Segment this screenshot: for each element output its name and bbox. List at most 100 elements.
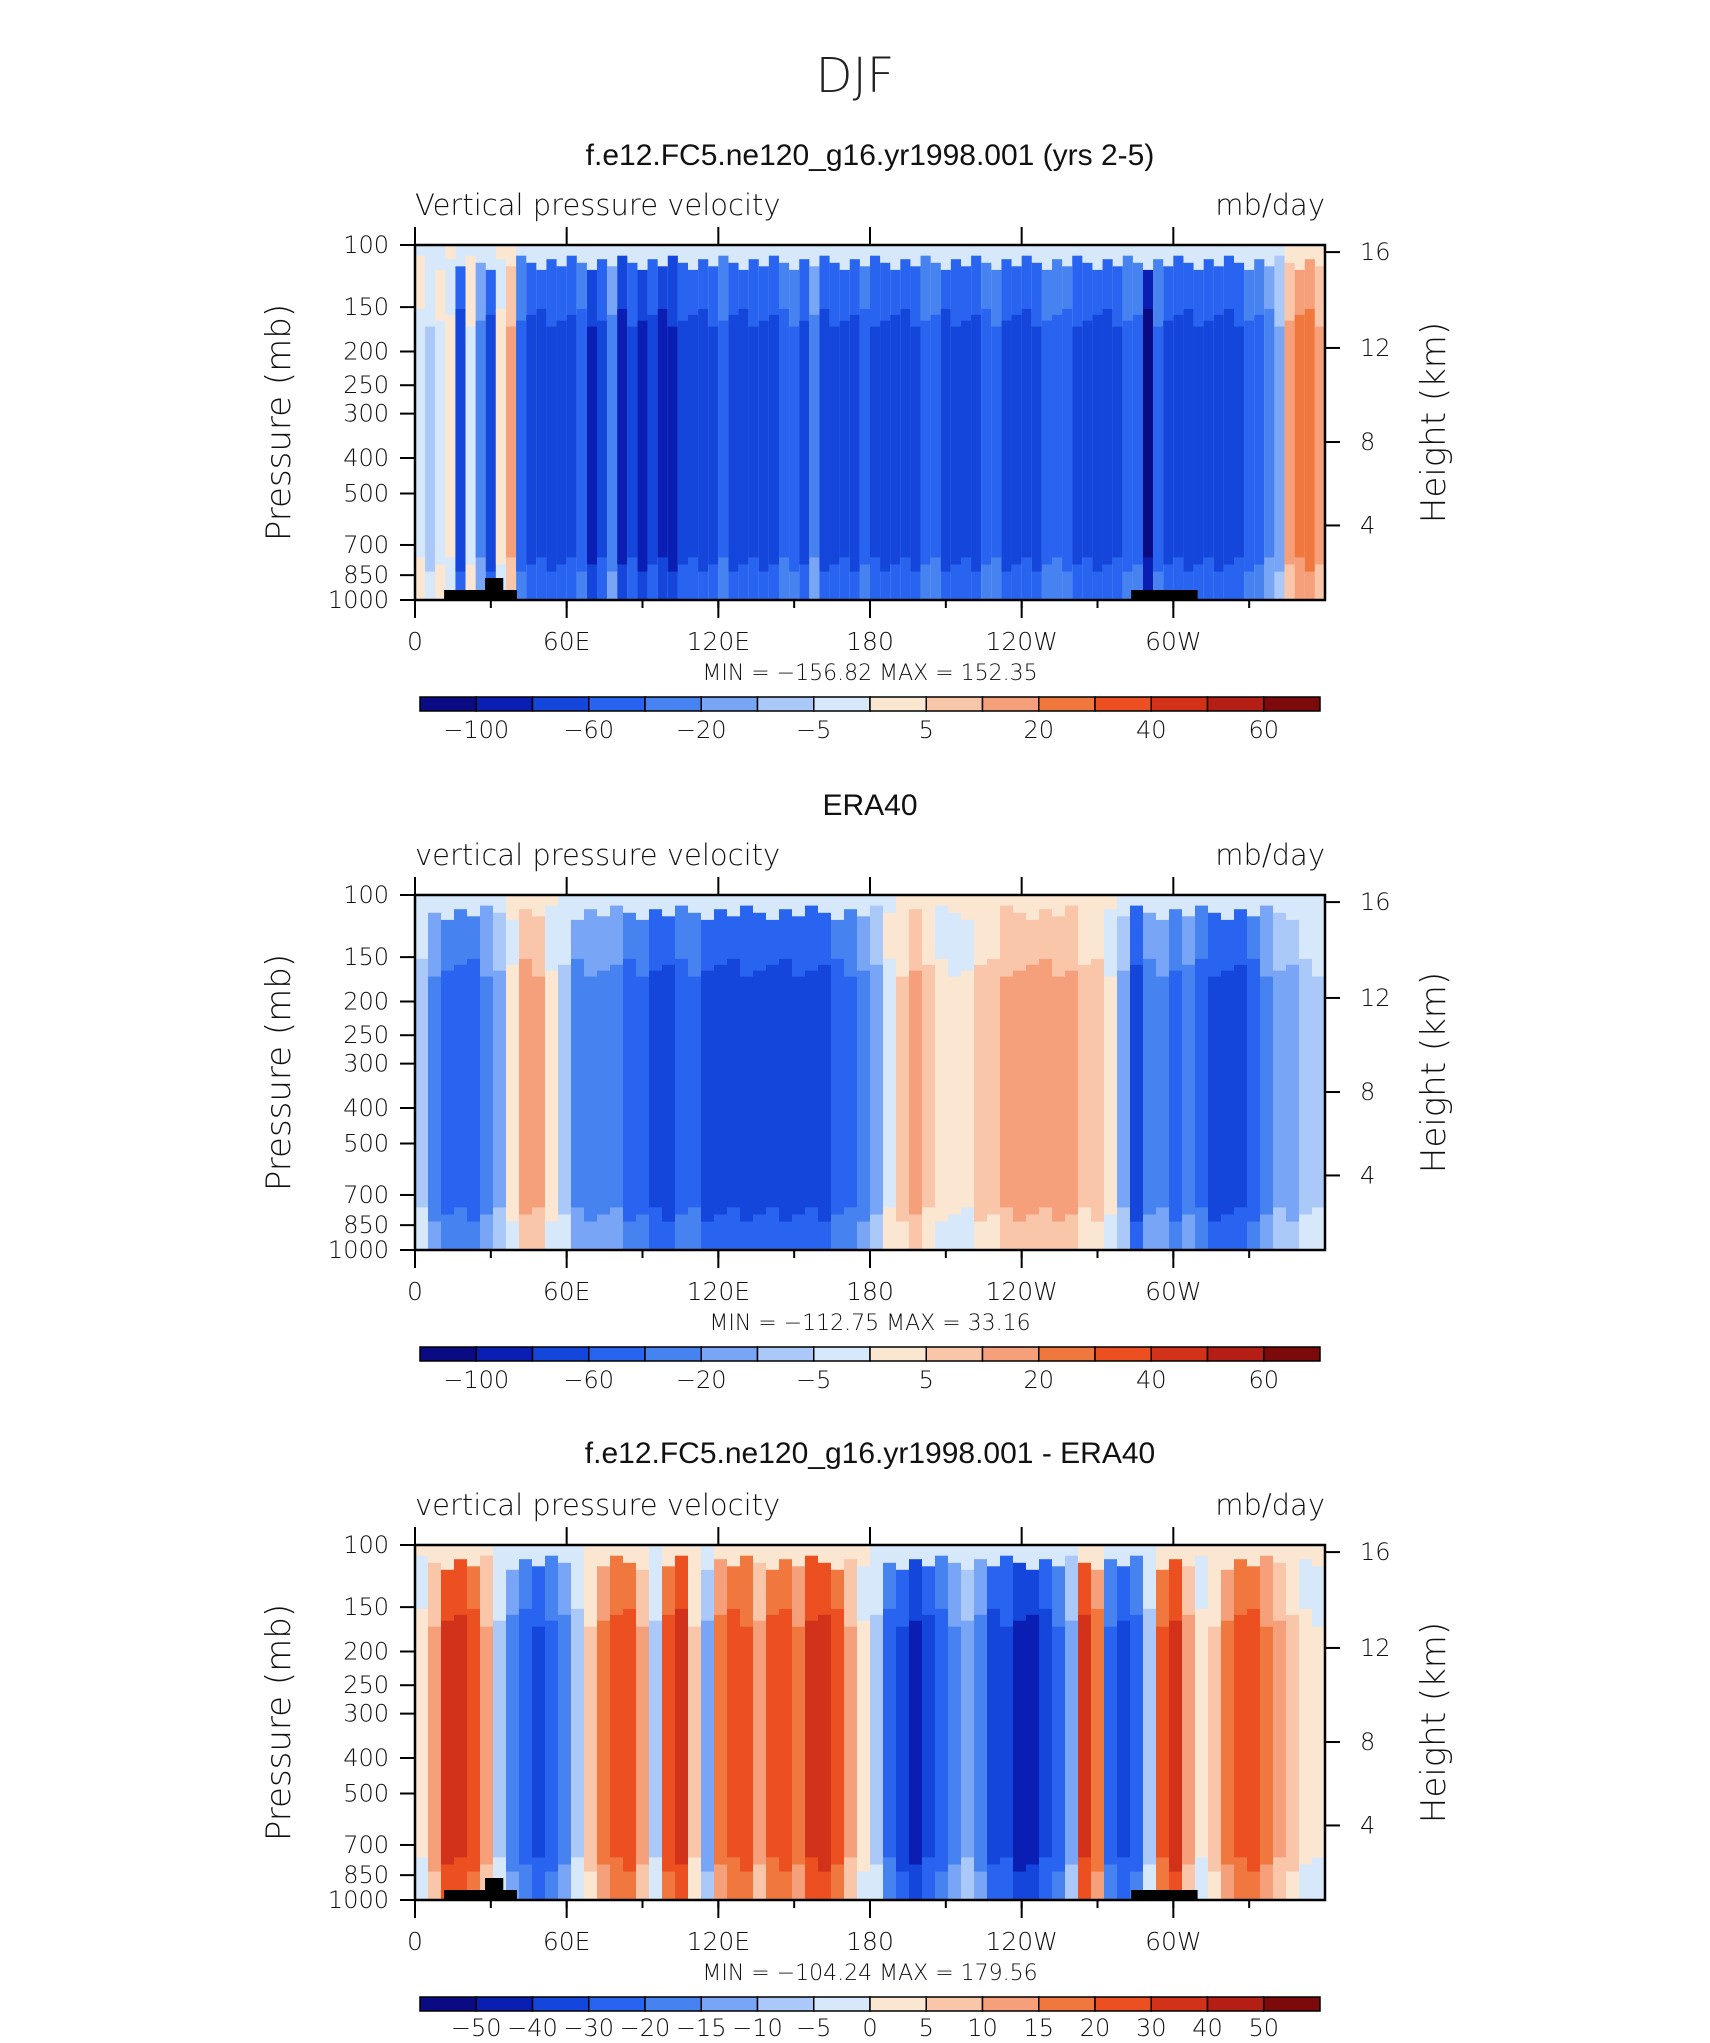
colorbar-box — [1263, 1996, 1321, 2012]
field-cell — [920, 320, 932, 565]
field-cell — [1122, 320, 1134, 572]
field-cell — [1052, 976, 1066, 1222]
field-cell — [506, 326, 517, 558]
x-tick-label: 60W — [1145, 1927, 1202, 1956]
field-cell — [779, 958, 793, 1222]
y-tick-label: 200 — [343, 338, 389, 366]
field-shading — [415, 895, 1326, 1251]
colorbar-box — [756, 696, 815, 712]
field-cell — [519, 1608, 533, 1865]
field-cell — [617, 308, 628, 565]
field-cell — [576, 308, 588, 572]
colorbar-label: −20 — [676, 1366, 727, 1394]
y2-axis-label: Height (km) — [1414, 1622, 1454, 1823]
y-tick-label: 400 — [343, 444, 389, 472]
y2-tick-label: 16 — [1360, 1538, 1391, 1566]
field-cell — [627, 326, 639, 558]
field-cell — [1143, 1608, 1157, 1865]
field-cell — [1314, 326, 1326, 565]
field-cell — [1082, 320, 1094, 558]
colorbar-box — [531, 696, 590, 712]
field-cell — [728, 314, 740, 572]
colorbar-box — [813, 696, 871, 712]
colorbar-box — [1263, 1346, 1321, 1362]
field-cell — [809, 314, 821, 558]
x-tick-label: 180 — [846, 1927, 894, 1956]
y2-tick-label: 12 — [1360, 334, 1391, 362]
panel-1: f.e12.FC5.ne120_g16.yr1998.001 (yrs 2-5)… — [259, 139, 1454, 744]
field-cell — [981, 308, 992, 565]
y-tick-label: 250 — [343, 1021, 389, 1049]
field-cell — [1234, 326, 1245, 558]
field-cell — [610, 964, 624, 1208]
y-tick-label: 500 — [343, 1780, 389, 1808]
field-cell — [1254, 314, 1265, 565]
field-cell — [849, 314, 861, 572]
field-cell — [1001, 320, 1013, 572]
colorbar-box — [644, 696, 702, 712]
colorbar-box — [869, 1346, 927, 1362]
colorbar-label: 40 — [1136, 716, 1167, 744]
colorbar-box — [531, 1996, 590, 2012]
colorbar-label: −5 — [796, 1366, 831, 1394]
field-cell — [748, 326, 760, 558]
field-cell — [1011, 314, 1023, 565]
y-tick-label: 400 — [343, 1744, 389, 1772]
y-tick-label: 500 — [343, 1130, 389, 1158]
y2-tick-label: 4 — [1360, 511, 1375, 539]
field-cell — [930, 314, 942, 558]
colorbar-box — [869, 696, 927, 712]
field-cell — [789, 326, 800, 572]
field-cell — [475, 320, 487, 558]
y-tick-label: 850 — [343, 1211, 389, 1239]
field-cell — [714, 964, 728, 1215]
x-tick-label: 60E — [543, 1927, 591, 1956]
field-cell — [880, 320, 891, 572]
field-cell — [1213, 314, 1225, 572]
field-cell — [1130, 1614, 1144, 1872]
colorbar-box — [1038, 1346, 1096, 1362]
field-cell — [636, 1626, 650, 1865]
topography-mask — [444, 1890, 517, 1900]
field-cell — [688, 976, 702, 1208]
x-tick-label: 0 — [407, 1927, 423, 1956]
field-cell — [1065, 970, 1079, 1215]
y-tick-label: 1000 — [328, 1886, 389, 1914]
field-cell — [675, 1608, 689, 1865]
field-cell — [647, 314, 659, 565]
field-shading — [415, 245, 1326, 601]
field-cell — [727, 958, 741, 1208]
field-cell — [1182, 964, 1196, 1215]
field-cell — [688, 314, 699, 558]
field-cell — [950, 326, 962, 565]
field-cell — [571, 1608, 585, 1858]
field-cell — [779, 308, 790, 558]
field-cell — [428, 1626, 442, 1872]
colorbar-label: −50 — [451, 2014, 502, 2038]
topography-mask — [444, 590, 517, 600]
field-cell — [1000, 1626, 1014, 1858]
field-cell — [1193, 326, 1205, 565]
field-cell — [485, 314, 497, 572]
field-cell — [586, 326, 598, 565]
y2-axis-label: Height (km) — [1414, 972, 1454, 1173]
x-tick-label: 120E — [687, 1927, 751, 1956]
colorbar-label: 40 — [1192, 2014, 1223, 2038]
field-cell — [495, 308, 507, 565]
field-cell — [758, 320, 770, 572]
colorbar-box — [1094, 1996, 1152, 2012]
field-cell — [571, 958, 585, 1208]
colorbar: −100 −60 −20 −5 5 20 40 60 — [419, 1346, 1321, 1394]
field-cell — [1195, 958, 1209, 1208]
field-cell — [766, 1614, 780, 1858]
units-label: mb/day — [1215, 188, 1325, 222]
field-cell — [1130, 964, 1144, 1222]
y2-tick-label: 16 — [1360, 238, 1391, 266]
variable-label: vertical pressure velocity — [415, 838, 780, 872]
x-tick-label: 120E — [687, 627, 751, 656]
field-cell — [649, 970, 663, 1208]
colorbar-box — [700, 696, 759, 712]
y-axis-label: Pressure (mb) — [259, 954, 299, 1191]
field-cell — [831, 958, 845, 1215]
field-cell — [831, 1608, 845, 1865]
